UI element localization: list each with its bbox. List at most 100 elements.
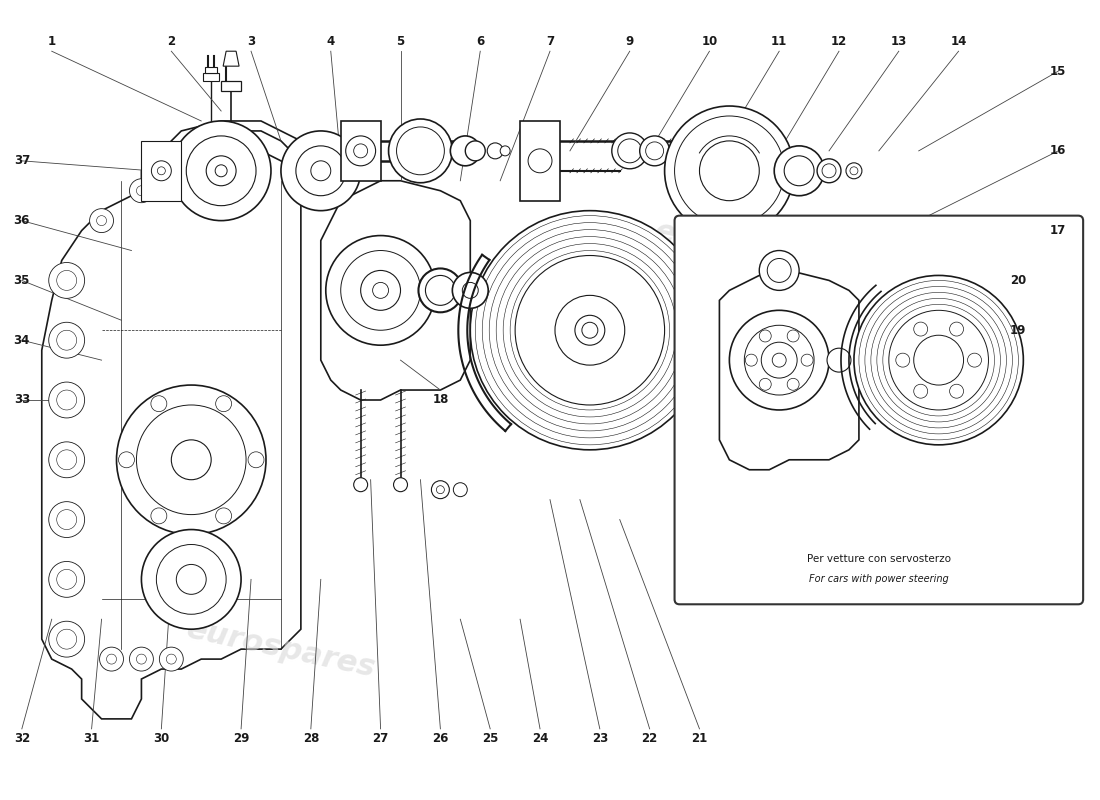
Circle shape — [48, 622, 85, 657]
Circle shape — [89, 209, 113, 233]
Circle shape — [396, 127, 444, 174]
Circle shape — [949, 384, 964, 398]
Circle shape — [296, 146, 345, 196]
Circle shape — [136, 186, 146, 196]
Circle shape — [157, 167, 165, 174]
Circle shape — [119, 452, 134, 468]
Circle shape — [48, 262, 85, 298]
Text: 33: 33 — [13, 394, 30, 406]
FancyBboxPatch shape — [674, 216, 1084, 604]
Text: 20: 20 — [1010, 274, 1026, 287]
Circle shape — [152, 161, 172, 181]
Circle shape — [216, 508, 232, 524]
Circle shape — [426, 275, 455, 306]
Circle shape — [172, 121, 271, 221]
Circle shape — [437, 486, 444, 494]
Circle shape — [354, 144, 367, 158]
Text: 3: 3 — [248, 34, 255, 48]
Text: 9: 9 — [626, 34, 634, 48]
Circle shape — [462, 282, 478, 298]
Circle shape — [57, 330, 77, 350]
Text: 30: 30 — [153, 732, 169, 746]
Circle shape — [487, 143, 503, 159]
Circle shape — [640, 136, 670, 166]
Circle shape — [57, 630, 77, 649]
Circle shape — [465, 141, 485, 161]
Circle shape — [827, 348, 851, 372]
Circle shape — [528, 149, 552, 173]
Circle shape — [774, 146, 824, 196]
Circle shape — [788, 378, 799, 390]
Text: 6: 6 — [476, 34, 484, 48]
Text: 13: 13 — [891, 34, 906, 48]
Polygon shape — [520, 121, 560, 201]
Circle shape — [176, 166, 186, 176]
Circle shape — [700, 141, 759, 201]
Circle shape — [452, 273, 488, 308]
Text: 25: 25 — [482, 732, 498, 746]
Circle shape — [817, 159, 842, 182]
Circle shape — [311, 161, 331, 181]
Circle shape — [172, 440, 211, 480]
Polygon shape — [341, 121, 381, 181]
Bar — [206, 67, 217, 73]
Circle shape — [97, 216, 107, 226]
Circle shape — [166, 654, 176, 664]
Circle shape — [100, 647, 123, 671]
Text: 7: 7 — [546, 34, 554, 48]
Text: 37: 37 — [13, 154, 30, 167]
Polygon shape — [142, 121, 400, 210]
Text: 35: 35 — [13, 274, 30, 287]
Circle shape — [854, 275, 1023, 445]
Circle shape — [471, 210, 710, 450]
Circle shape — [160, 647, 184, 671]
Circle shape — [759, 250, 799, 290]
Circle shape — [361, 270, 400, 310]
Text: 22: 22 — [641, 732, 658, 746]
Circle shape — [431, 481, 450, 498]
Circle shape — [280, 131, 361, 210]
Text: 34: 34 — [13, 334, 30, 346]
Text: 11: 11 — [771, 34, 788, 48]
Circle shape — [216, 165, 227, 177]
Circle shape — [664, 106, 794, 235]
Circle shape — [889, 310, 989, 410]
Text: 10: 10 — [702, 34, 717, 48]
Circle shape — [151, 396, 167, 412]
Text: 23: 23 — [592, 732, 608, 746]
Text: 24: 24 — [531, 732, 548, 746]
Text: 26: 26 — [432, 732, 449, 746]
Circle shape — [345, 136, 375, 166]
Circle shape — [895, 353, 910, 367]
Circle shape — [156, 545, 227, 614]
Circle shape — [582, 322, 597, 338]
Circle shape — [57, 270, 77, 290]
Circle shape — [354, 478, 367, 492]
Circle shape — [729, 310, 829, 410]
Polygon shape — [321, 181, 471, 400]
Circle shape — [759, 330, 771, 342]
Circle shape — [450, 136, 481, 166]
Circle shape — [142, 530, 241, 630]
Circle shape — [646, 142, 663, 160]
Circle shape — [117, 385, 266, 534]
Text: 29: 29 — [233, 732, 250, 746]
Text: 5: 5 — [396, 34, 405, 48]
Text: 21: 21 — [692, 732, 707, 746]
Text: 28: 28 — [302, 732, 319, 746]
Circle shape — [914, 322, 927, 336]
Circle shape — [453, 482, 468, 497]
Polygon shape — [223, 51, 239, 66]
Circle shape — [176, 565, 206, 594]
Circle shape — [968, 353, 981, 367]
Circle shape — [136, 654, 146, 664]
Circle shape — [130, 647, 153, 671]
Text: 32: 32 — [13, 732, 30, 746]
Circle shape — [216, 396, 232, 412]
Circle shape — [107, 654, 117, 664]
Circle shape — [746, 354, 757, 366]
Text: Per vetture con servosterzo: Per vetture con servosterzo — [807, 554, 950, 565]
Circle shape — [249, 452, 264, 468]
Circle shape — [515, 255, 664, 405]
Polygon shape — [42, 151, 301, 719]
